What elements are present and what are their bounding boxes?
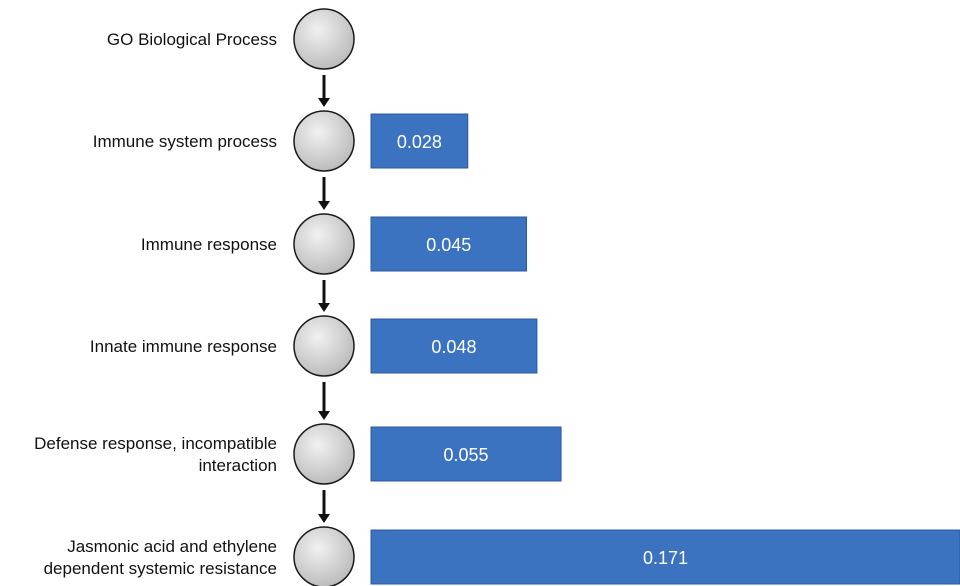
value-bar	[370, 529, 960, 585]
node-circle	[293, 213, 355, 275]
down-arrow-icon	[318, 177, 330, 210]
value-bar	[370, 113, 469, 169]
down-arrow-icon	[318, 75, 330, 107]
bar-value-label: 0.055	[444, 445, 489, 465]
node-label: Immune system process	[93, 132, 277, 151]
node-label: Defense response, incompatible	[34, 434, 277, 453]
down-arrow-icon	[318, 490, 330, 523]
node-circle	[293, 526, 355, 586]
labels-layer: GO Biological Process Immune system proce…	[34, 30, 277, 578]
node-label: interaction	[199, 456, 277, 475]
bar-value-label: 0.045	[426, 235, 471, 255]
node-label: Jasmonic acid and ethylene	[67, 537, 277, 556]
node-label: Innate immune response	[90, 337, 277, 356]
node-circle	[293, 315, 355, 377]
bar-value-label: 0.171	[643, 548, 688, 568]
down-arrow-icon	[318, 280, 330, 312]
node-circle	[293, 423, 355, 485]
nodes-layer	[293, 8, 355, 586]
value-bar	[370, 216, 528, 272]
node-label: Immune response	[141, 235, 277, 254]
node-label: GO Biological Process	[107, 30, 277, 49]
node-circle	[293, 110, 355, 172]
node-label: dependent systemic resistance	[44, 559, 277, 578]
bars-layer: 0.028 0.045 0.048 0.055 0.171	[370, 113, 960, 585]
value-bar	[370, 318, 538, 374]
bar-value-label: 0.048	[431, 337, 476, 357]
arrows-layer	[318, 75, 330, 523]
down-arrow-icon	[318, 382, 330, 420]
value-bar	[370, 426, 562, 482]
node-circle	[293, 8, 355, 70]
bar-value-label: 0.028	[397, 132, 442, 152]
